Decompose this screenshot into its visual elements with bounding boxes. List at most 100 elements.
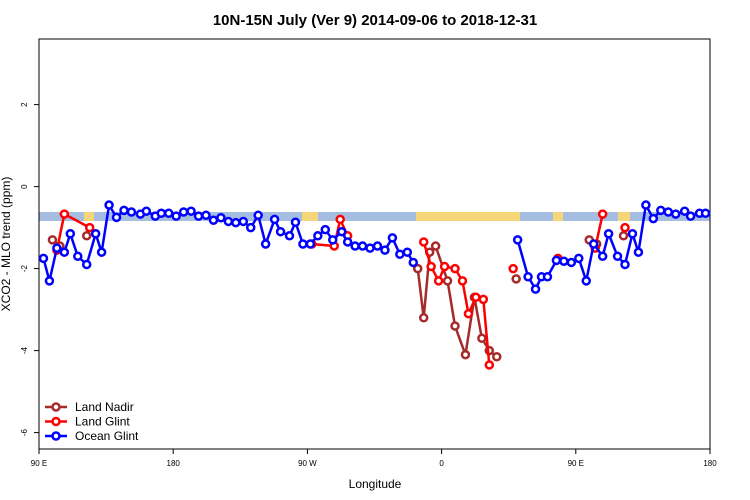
data-point: [350, 241, 360, 251]
legend-marker: [51, 416, 61, 427]
y-tick-label: 2: [20, 102, 29, 107]
data-point: [372, 241, 383, 251]
data-point: [523, 272, 533, 282]
legend-marker: [51, 402, 61, 412]
data-point: [111, 212, 122, 223]
data-point: [442, 276, 453, 286]
data-point: [641, 200, 651, 210]
data-point: [387, 233, 398, 243]
data-point: [402, 247, 413, 257]
y-axis-label: XCO2 - MLO trend (ppm): [0, 177, 13, 312]
surface-strip: [39, 212, 710, 221]
data-point: [395, 249, 405, 259]
data-point: [104, 200, 114, 210]
data-point: [298, 239, 308, 249]
data-point: [450, 321, 460, 331]
data-point: [269, 214, 280, 225]
data-point: [320, 224, 331, 235]
data-point: [418, 313, 429, 323]
data-point: [566, 257, 577, 268]
data-point: [380, 245, 390, 255]
data-point: [597, 209, 608, 219]
data-point: [484, 360, 495, 370]
data-point: [492, 352, 502, 362]
data-point: [551, 255, 562, 266]
data-point: [670, 209, 681, 219]
data-point: [408, 257, 419, 268]
data-point: [450, 263, 460, 274]
legend-label: Land Nadir: [75, 400, 134, 414]
plot-frame: [38, 38, 711, 450]
data-point: [84, 222, 95, 233]
data-point: [460, 349, 471, 360]
data-point: [597, 251, 608, 262]
data-point: [412, 263, 423, 274]
data-point: [457, 276, 468, 286]
data-point: [426, 261, 436, 272]
data-point: [357, 241, 368, 251]
data-point: [65, 229, 76, 239]
data-point: [530, 284, 541, 294]
data-point: [612, 251, 623, 262]
x-tick-label: 180: [703, 459, 717, 468]
data-point: [648, 213, 659, 224]
data-point: [238, 216, 249, 227]
chart-title: 10N-15N July (Ver 9) 2014-09-06 to 2018-…: [213, 12, 537, 29]
data-point: [305, 239, 316, 249]
data-point: [223, 216, 234, 227]
y-tick-label: -2: [20, 264, 29, 272]
data-point: [679, 206, 690, 216]
data-point: [96, 247, 107, 257]
data-point: [178, 207, 189, 217]
data-point: [559, 256, 569, 266]
data-point: [193, 211, 204, 221]
data-point: [581, 276, 591, 286]
data-point: [186, 206, 196, 216]
data-point: [633, 247, 644, 257]
data-point: [119, 205, 129, 216]
data-point: [433, 276, 444, 286]
data-point: [335, 214, 345, 225]
legend-label: Ocean Glint: [75, 429, 139, 443]
x-tick-label: 90 E: [568, 459, 584, 468]
data-point: [418, 237, 429, 247]
data-point: [59, 247, 70, 257]
y-tick-label: -6: [20, 428, 29, 436]
data-point: [275, 226, 286, 237]
data-point: [588, 239, 599, 249]
data-point: [59, 209, 70, 219]
x-axis-label: Longitude: [349, 477, 402, 491]
data-point: [201, 210, 211, 221]
data-point: [126, 207, 137, 217]
data-point: [700, 208, 711, 218]
data-point: [342, 237, 353, 247]
data-point: [685, 211, 696, 221]
data-point: [313, 231, 323, 241]
data-point: [439, 261, 450, 272]
data-point: [336, 226, 347, 237]
data-point: [260, 239, 271, 249]
data-point: [627, 229, 638, 239]
data-point: [620, 222, 630, 233]
data-point: [38, 253, 49, 264]
x-tick-label: 90 E: [31, 459, 47, 468]
x-tick-label: 180: [167, 459, 181, 468]
data-point: [141, 206, 152, 216]
data-point: [477, 333, 487, 344]
y-tick-label: -4: [20, 346, 29, 354]
data-point: [171, 211, 181, 221]
data-point: [478, 294, 489, 305]
data-point: [511, 274, 521, 284]
legend-marker: [51, 431, 61, 441]
data-point: [81, 259, 92, 270]
data-point: [253, 210, 263, 221]
data-point: [512, 235, 523, 245]
data-point: [156, 208, 167, 218]
data-point: [327, 235, 338, 245]
data-point: [44, 276, 55, 286]
data-point: [471, 292, 481, 303]
data-point: [216, 213, 226, 223]
data-point: [430, 241, 441, 251]
data-point: [574, 253, 584, 264]
